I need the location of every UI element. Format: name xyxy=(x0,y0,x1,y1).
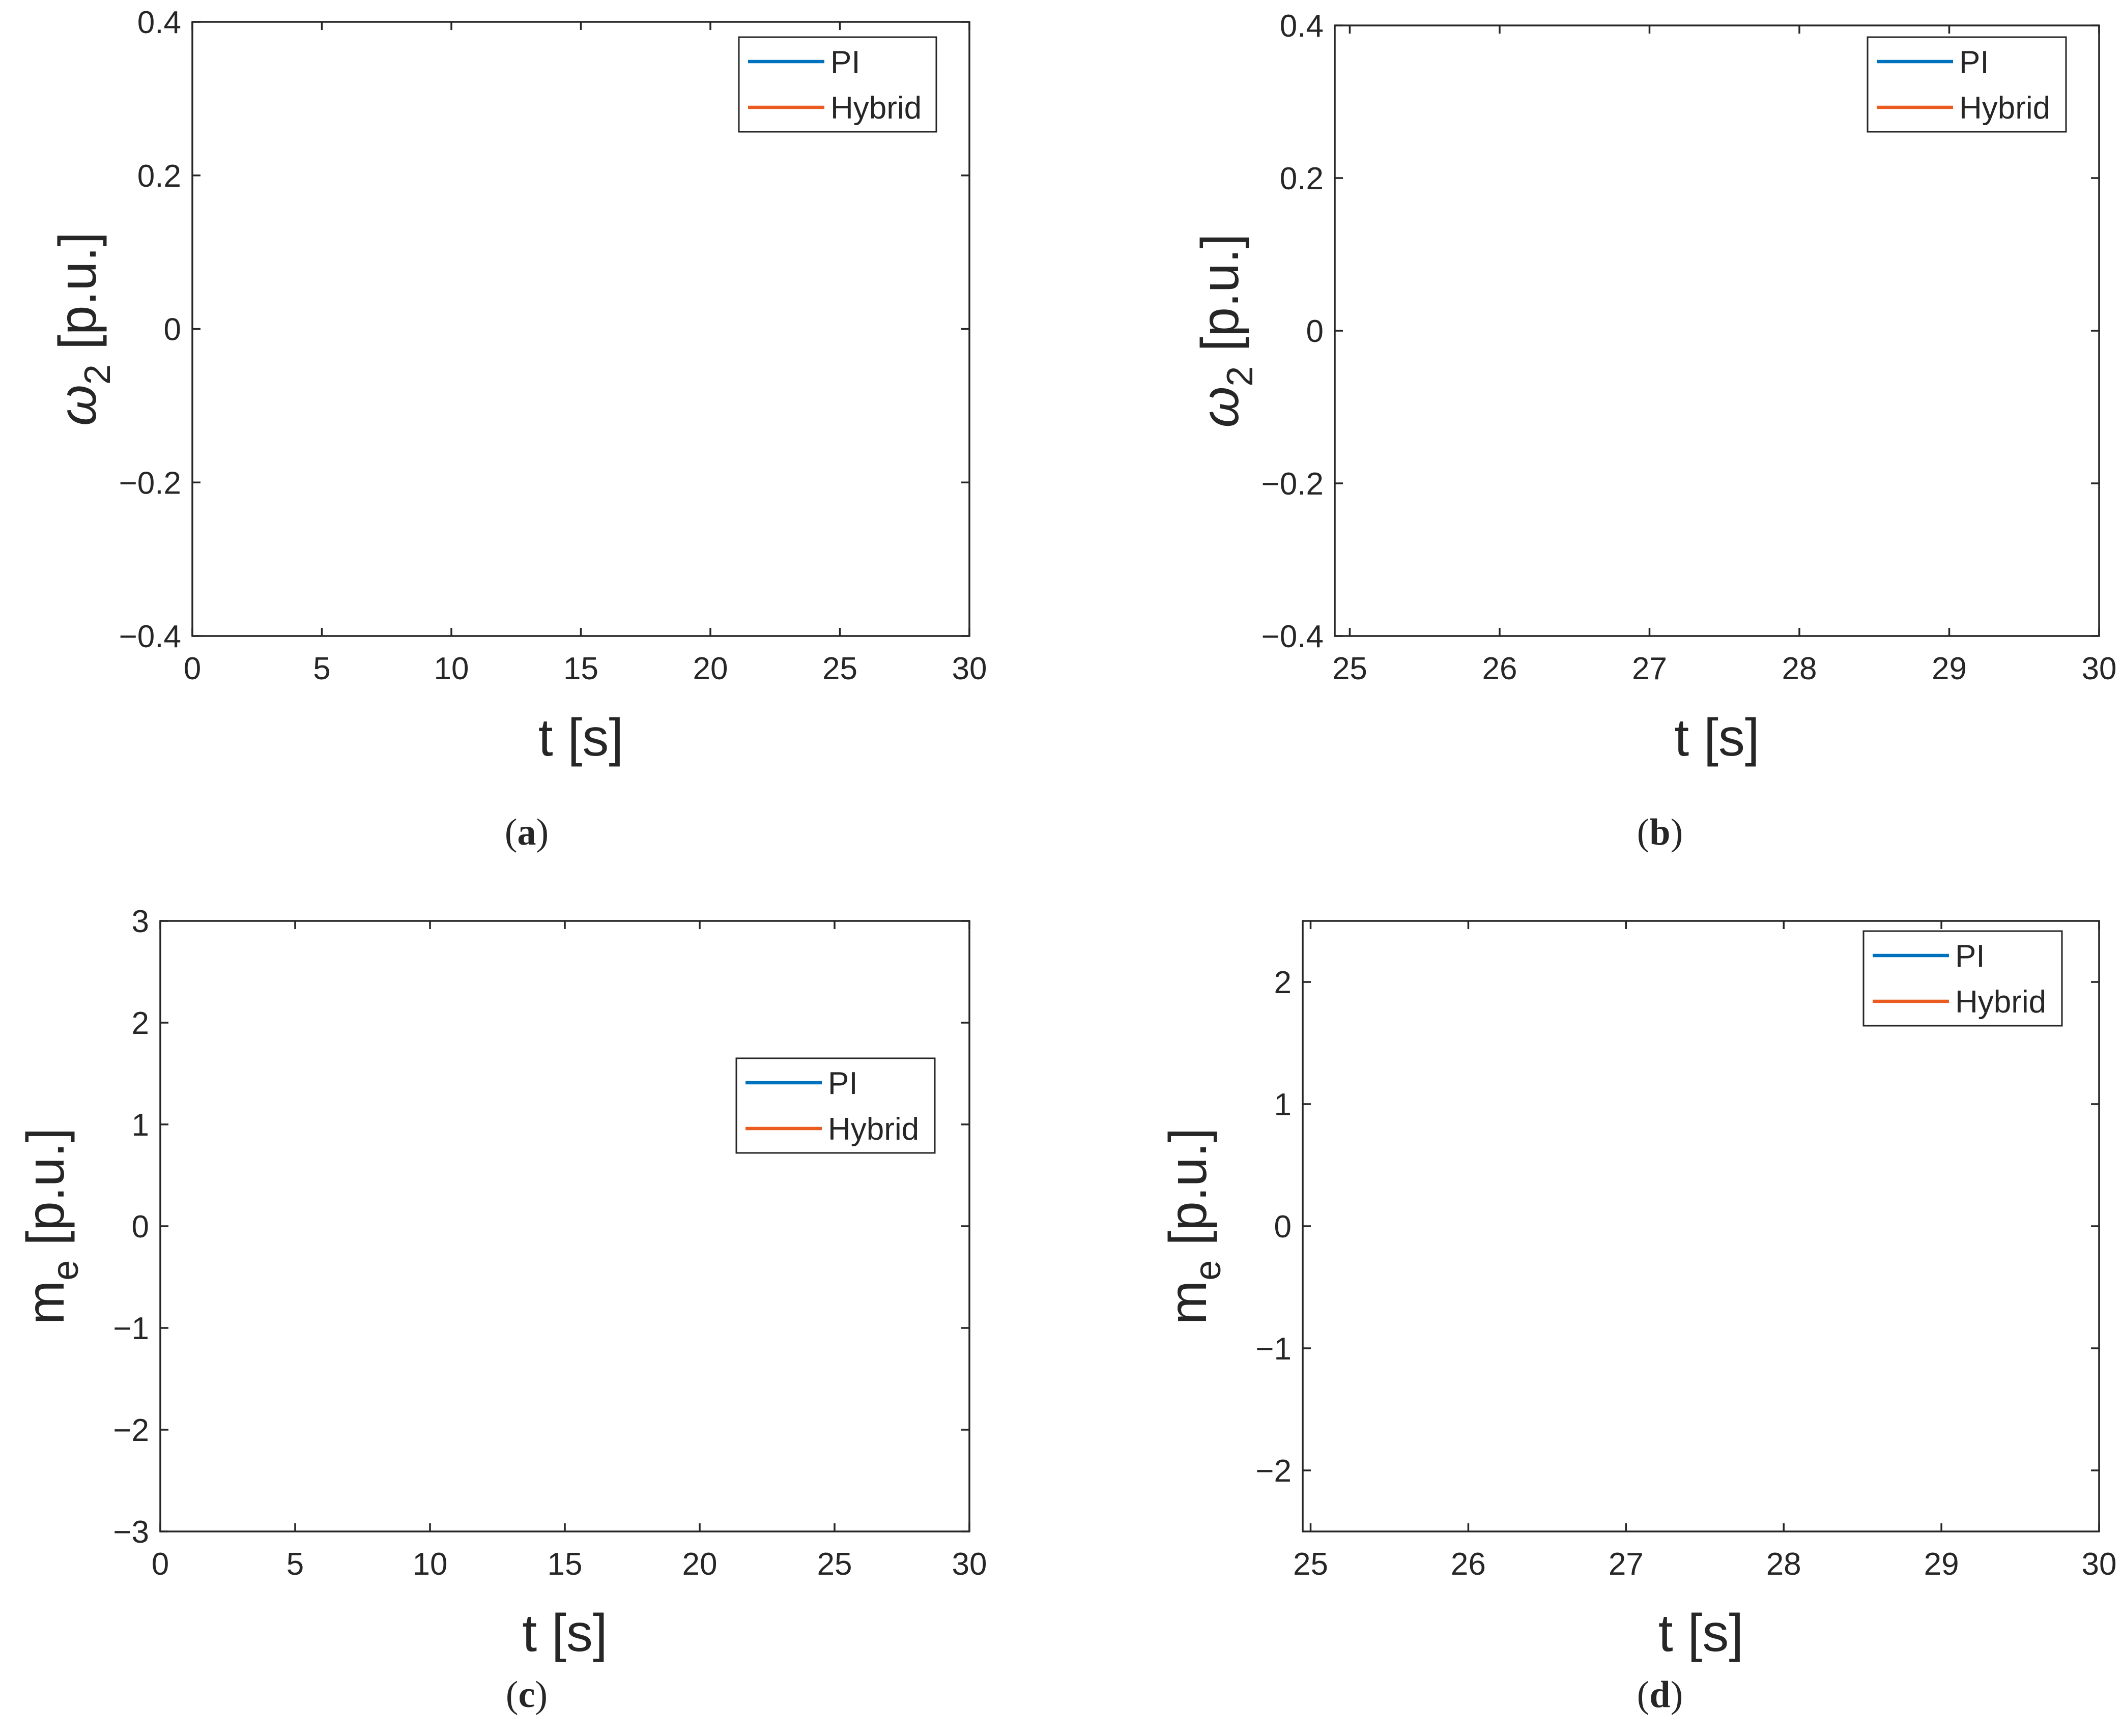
legend: PI Hybrid xyxy=(1862,930,2063,1027)
x-tick-label: 0 xyxy=(184,651,201,686)
x-tick-label: 15 xyxy=(563,651,598,686)
x-tick-label: 25 xyxy=(1332,651,1367,686)
x-tick-label: 25 xyxy=(817,1547,852,1582)
y-tick-label: 2 xyxy=(1274,965,1292,1000)
x-tick-label: 28 xyxy=(1766,1547,1801,1582)
legend: PI Hybrid xyxy=(1867,36,2067,133)
y-tick-label: 0 xyxy=(1306,314,1324,349)
y-tick-label: −2 xyxy=(1255,1454,1292,1489)
y-axis-label: ω2 [p.u.] xyxy=(48,232,118,426)
legend-box xyxy=(1862,930,2063,1027)
y-tick-label: −0.4 xyxy=(1261,619,1324,654)
legend-label-hybrid: Hybrid xyxy=(1955,985,2046,1020)
y-tick-label: −2 xyxy=(113,1413,149,1448)
x-tick-label: 26 xyxy=(1451,1547,1486,1582)
legend-label-pi: PI xyxy=(1955,939,1985,974)
x-tick-label: 0 xyxy=(152,1547,169,1582)
panel-label: (c) xyxy=(506,1674,548,1716)
legend: PI Hybrid xyxy=(735,1057,936,1154)
y-tick-label: 1 xyxy=(1274,1087,1292,1122)
x-tick-label: 25 xyxy=(822,651,857,686)
legend-box xyxy=(1867,36,2067,133)
x-tick-label: 10 xyxy=(413,1547,448,1582)
y-tick-label: −1 xyxy=(1255,1332,1292,1367)
y-tick-label: −1 xyxy=(113,1311,149,1346)
legend-label-hybrid: Hybrid xyxy=(830,91,922,126)
y-axis-label: ω2 [p.u.] xyxy=(1191,234,1260,427)
legend: PI Hybrid xyxy=(738,36,937,133)
x-tick-label: 5 xyxy=(313,651,330,686)
x-tick-label: 30 xyxy=(952,1547,987,1582)
panel-c: 0 5 10 15 20 25 30 −3 −2 −1 0 1 2 3 t [s] me [p.u.] PI Hy… xyxy=(16,904,987,1716)
y-tick-label: 0 xyxy=(1274,1209,1292,1245)
x-tick-label: 30 xyxy=(952,651,987,686)
x-axis-label: t [s] xyxy=(522,1604,608,1663)
y-tick-label: 0 xyxy=(132,1209,149,1245)
axes-box xyxy=(159,920,970,1532)
y-axis-label: me [p.u.] xyxy=(1159,1128,1228,1325)
x-tick-label: 5 xyxy=(286,1547,304,1582)
y-tick-label: −0.4 xyxy=(119,619,181,654)
legend-box xyxy=(738,36,937,133)
x-tick-label: 27 xyxy=(1609,1547,1644,1582)
panel-a: 0 5 10 15 20 25 30 −0.4 −0.2 0 0.2 0.4 t [s] ω2 [p.u.… xyxy=(48,5,987,853)
x-tick-label: 30 xyxy=(2082,1547,2117,1582)
x-tick-label: 10 xyxy=(434,651,469,686)
y-tick-label: 3 xyxy=(132,904,149,939)
y-tick-label: 2 xyxy=(132,1006,149,1041)
x-tick-label: 25 xyxy=(1293,1547,1328,1582)
legend-label-pi: PI xyxy=(1959,45,1989,80)
y-tick-label: 0 xyxy=(164,312,181,348)
x-tick-label: 15 xyxy=(548,1547,583,1582)
x-tick-label: 29 xyxy=(1924,1547,1959,1582)
x-axis-label: t [s] xyxy=(1658,1604,1744,1663)
y-tick-label: −3 xyxy=(113,1515,149,1550)
legend-label-hybrid: Hybrid xyxy=(1959,91,2050,126)
x-tick-label: 29 xyxy=(1932,651,1967,686)
legend-box xyxy=(735,1057,936,1154)
y-tick-label: 0.4 xyxy=(137,5,181,40)
panel-b: 25 26 27 28 29 30 −0.4 −0.2 0 0.2 0.4 t [s] ω2 [p.u.… xyxy=(1191,9,2116,853)
y-tick-label: −0.2 xyxy=(119,466,181,501)
legend-label-hybrid: Hybrid xyxy=(828,1112,919,1147)
y-tick-label: 1 xyxy=(132,1108,149,1143)
x-tick-label: 30 xyxy=(2082,651,2117,686)
panel-d: 25 26 27 28 29 30 −2 −1 0 1 2 t [s] me [p.u.] PI Hybri… xyxy=(1159,920,2117,1716)
x-tick-label: 20 xyxy=(693,651,728,686)
y-tick-label: 0.2 xyxy=(1280,161,1324,196)
x-tick-label: 28 xyxy=(1782,651,1817,686)
legend-label-pi: PI xyxy=(828,1066,858,1101)
panel-label: (d) xyxy=(1637,1674,1683,1716)
x-axis-label: t [s] xyxy=(1674,708,1760,767)
panel-label: (b) xyxy=(1637,812,1683,853)
panel-label: (a) xyxy=(505,812,549,853)
y-axis-label: me [p.u.] xyxy=(16,1128,86,1325)
x-tick-label: 20 xyxy=(682,1547,718,1582)
y-tick-label: −0.2 xyxy=(1261,467,1324,502)
x-axis-label: t [s] xyxy=(538,708,624,767)
x-tick-label: 27 xyxy=(1632,651,1667,686)
y-tick-label: 0.2 xyxy=(137,159,181,194)
x-tick-label: 26 xyxy=(1482,651,1517,686)
legend-label-pi: PI xyxy=(830,45,861,80)
y-tick-label: 0.4 xyxy=(1280,9,1324,44)
